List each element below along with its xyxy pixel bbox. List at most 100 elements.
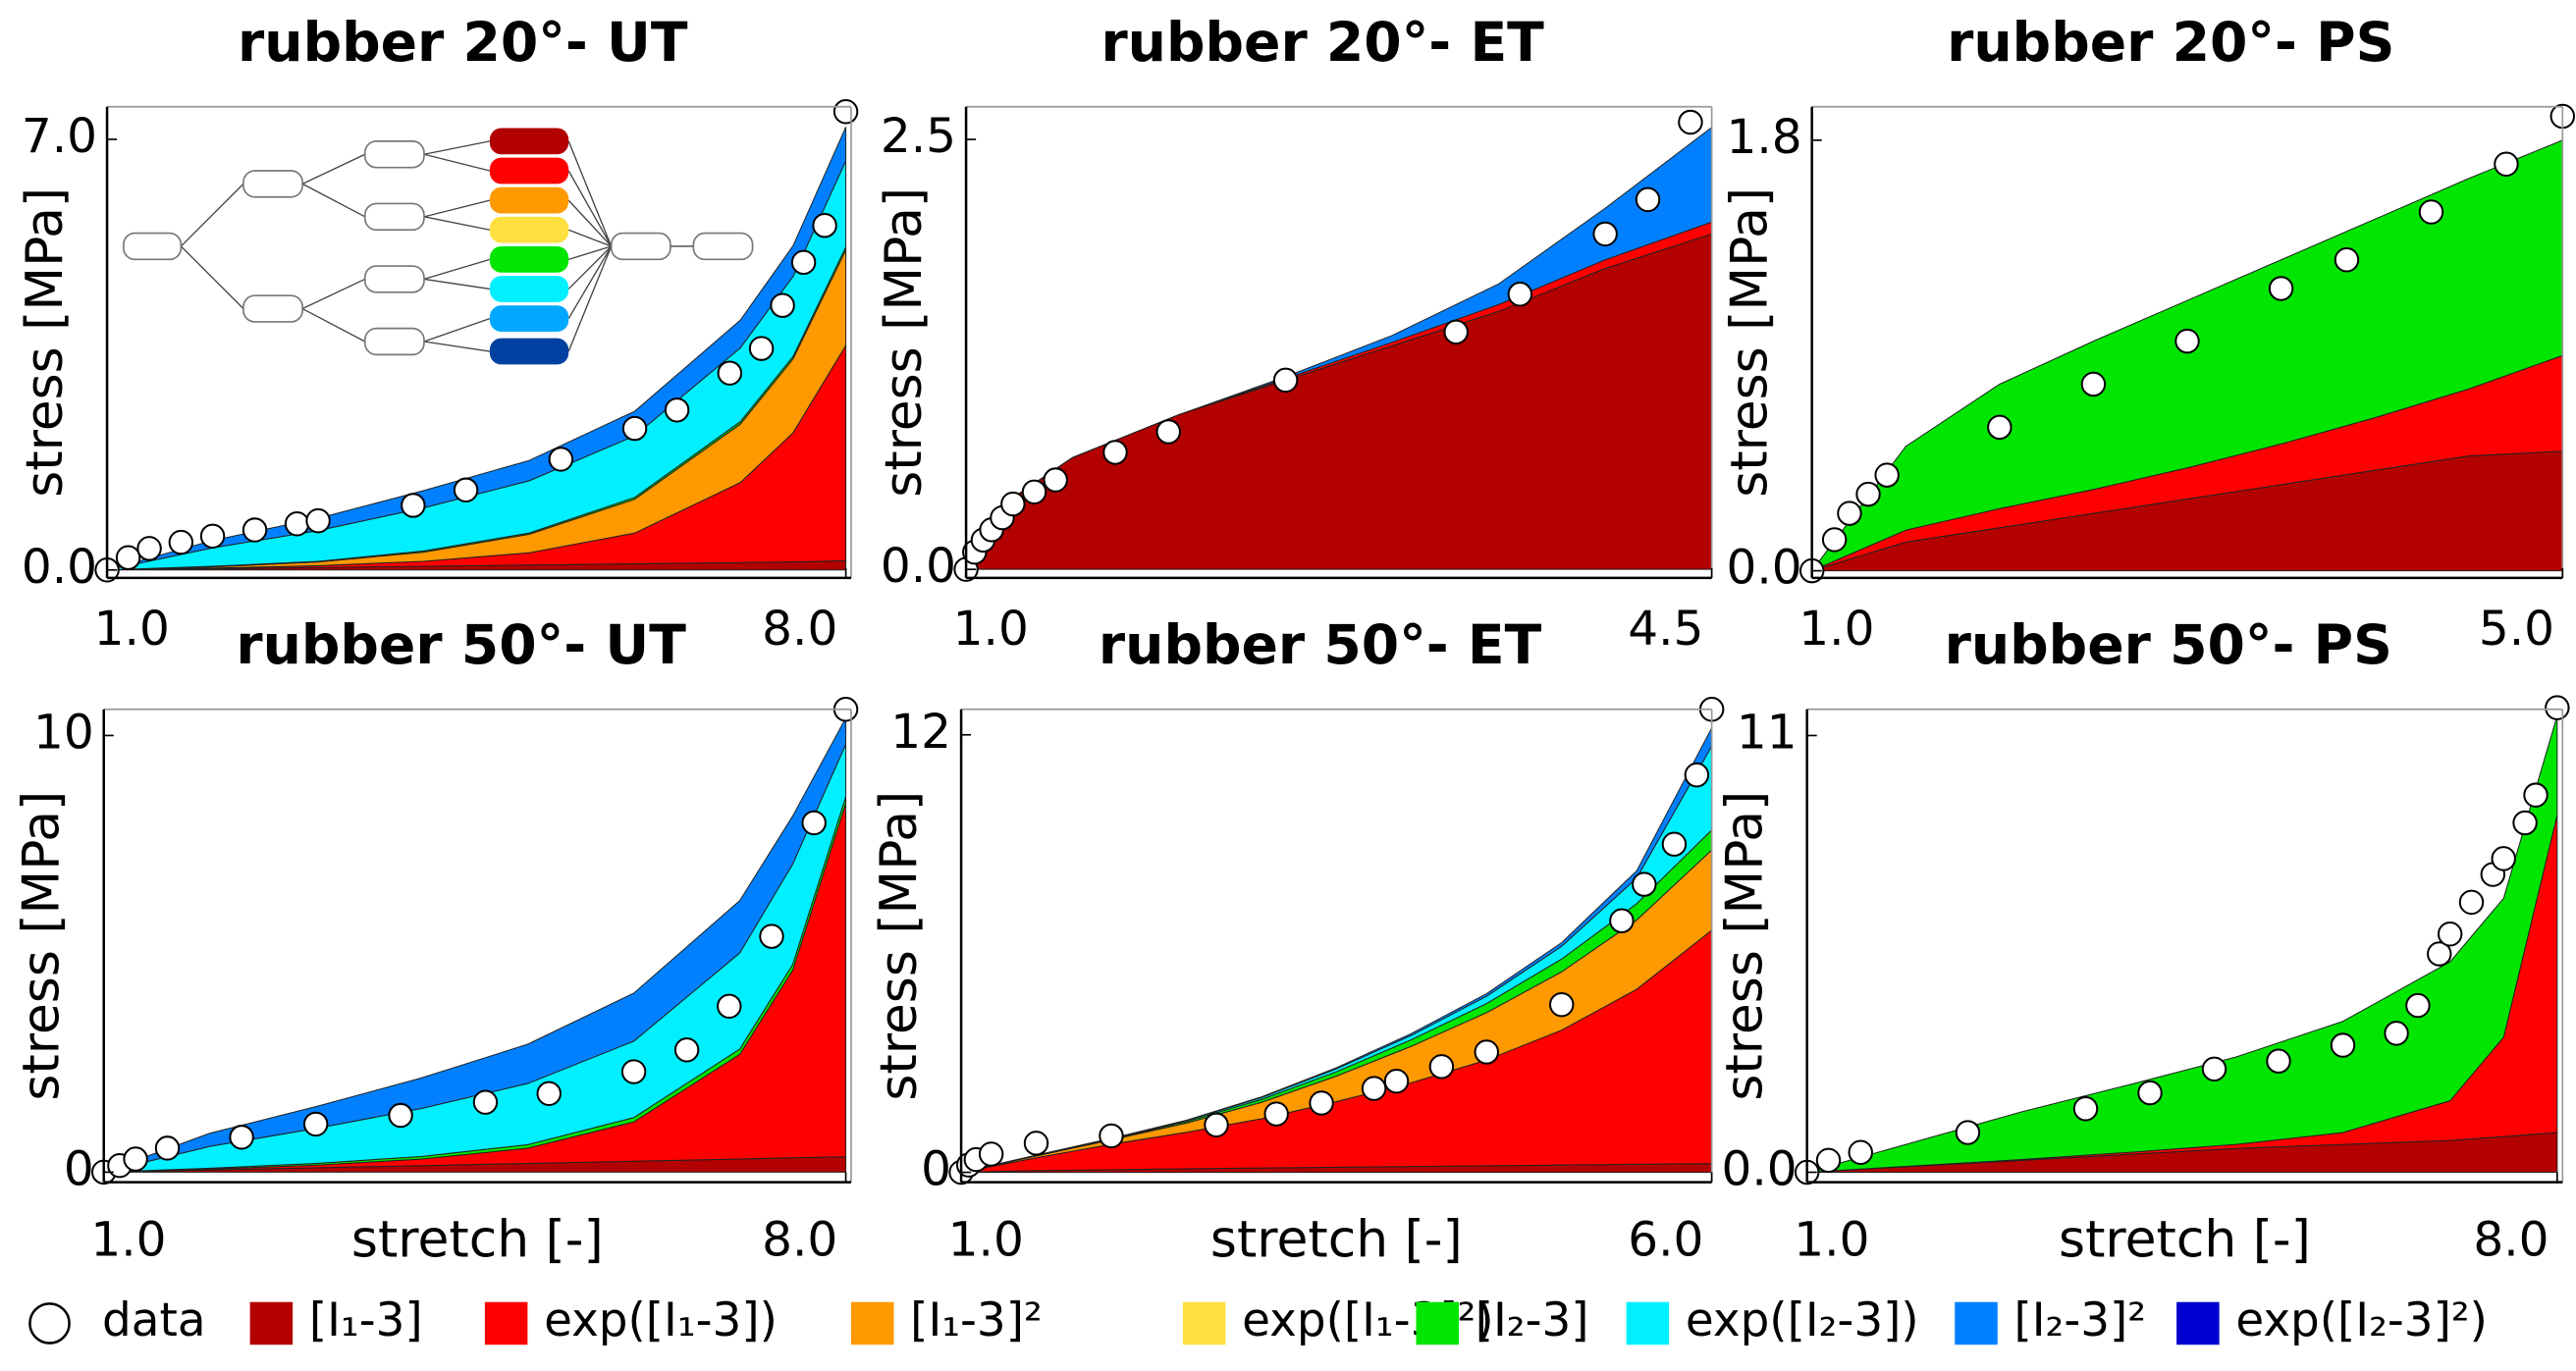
- data-point: [1684, 762, 1710, 788]
- data-point: [1661, 831, 1688, 857]
- data-point: [2405, 992, 2431, 1019]
- data-point: [1549, 991, 1575, 1018]
- y-axis-label: stress [MPa]: [16, 187, 75, 498]
- data-point: [199, 523, 226, 550]
- data-point: [453, 477, 479, 502]
- y-axis-label: stress [MPa]: [870, 791, 929, 1101]
- data-point: [401, 493, 426, 518]
- data-point: [812, 213, 837, 238]
- plot-area: [966, 127, 1712, 570]
- legend-swatch: [1182, 1301, 1226, 1345]
- data-point: [2437, 922, 2463, 947]
- x-tick-label: 1.0: [953, 602, 1029, 657]
- data-point: [1507, 282, 1533, 307]
- legend-swatch: [1416, 1301, 1459, 1345]
- data-point: [302, 1111, 329, 1137]
- area-segment: [961, 727, 1712, 1174]
- data-point: [2545, 695, 2570, 720]
- x-tick-label: 6.0: [1628, 1213, 1703, 1268]
- legend-swatch: [1955, 1301, 1998, 1345]
- data-point: [168, 529, 194, 555]
- y-axis-label: stress [MPa]: [875, 187, 934, 498]
- legend-label: [I₂-3]²: [2013, 1294, 2146, 1347]
- data-point: [1099, 1123, 1124, 1149]
- data-point: [1837, 501, 1862, 526]
- legend-marker: [28, 1302, 71, 1345]
- data-point: [2174, 328, 2200, 354]
- x-tick-label: 1.0: [94, 602, 170, 657]
- data-point: [1263, 1101, 1289, 1127]
- y-axis-label: stress [MPa]: [1715, 791, 1774, 1101]
- y-tick-label: 0: [921, 1142, 951, 1197]
- legend-label: exp([I₂-3]): [1686, 1294, 1919, 1347]
- data-point: [1855, 481, 1881, 507]
- data-point: [1204, 1112, 1229, 1137]
- data-point: [2512, 810, 2538, 836]
- data-point: [1848, 1139, 1873, 1165]
- data-point: [717, 993, 742, 1020]
- legend-swatch: [484, 1301, 528, 1345]
- x-axis-label: stretch [-]: [1210, 1211, 1463, 1270]
- data-point: [2137, 1080, 2163, 1106]
- x-axis-label: stretch [-]: [351, 1211, 604, 1270]
- data-point: [770, 292, 795, 318]
- y-tick-label: 10: [33, 705, 94, 760]
- data-point: [1955, 1120, 1981, 1145]
- legend-swatch: [2176, 1301, 2220, 1345]
- data-point: [1815, 1147, 1842, 1174]
- data-point: [472, 1089, 499, 1115]
- data-point: [123, 1146, 148, 1172]
- y-tick-label: 11: [1737, 705, 1798, 760]
- x-tick-label: 1.0: [1794, 1213, 1869, 1268]
- y-axis-label: stress [MPa]: [12, 791, 71, 1101]
- data-point: [2491, 846, 2516, 871]
- data-point: [548, 447, 574, 472]
- y-axis-label: stress [MPa]: [1720, 187, 1779, 498]
- data-point: [154, 1135, 181, 1161]
- panel-title: rubber 50°- ET: [1099, 614, 1542, 677]
- y-tick-label: 12: [890, 705, 951, 760]
- legend-label: exp([I₂-3]²): [2235, 1294, 2488, 1347]
- data-point: [1428, 1054, 1455, 1080]
- data-point: [2494, 151, 2519, 177]
- data-point: [1443, 319, 1469, 345]
- data-point: [1474, 1039, 1499, 1065]
- panel-title: rubber 20°- UT: [238, 12, 688, 75]
- legend-label: exp([I₁-3]): [544, 1294, 778, 1347]
- x-tick-label: 5.0: [2479, 602, 2554, 657]
- data-point: [1821, 527, 1848, 553]
- data-point: [1383, 1068, 1410, 1094]
- data-point: [2523, 782, 2549, 808]
- data-point: [1021, 479, 1047, 505]
- legend-label: data: [102, 1294, 205, 1347]
- panel-title: rubber 20°- ET: [1100, 12, 1544, 75]
- data-point: [621, 415, 648, 442]
- data-point: [978, 1141, 1004, 1167]
- legend-swatch: [1626, 1301, 1670, 1345]
- network-inset: [122, 128, 754, 365]
- plot-area: [1806, 715, 2558, 1173]
- panel-title: rubber 50°- UT: [236, 614, 686, 677]
- data-point: [242, 517, 268, 543]
- x-tick-label: 8.0: [762, 1213, 837, 1268]
- data-point: [790, 249, 817, 276]
- y-tick-label: 2.5: [881, 109, 956, 164]
- data-point: [2266, 1048, 2291, 1074]
- x-tick-label: 8.0: [762, 602, 837, 657]
- data-point: [673, 1037, 700, 1063]
- data-point: [1309, 1090, 1334, 1116]
- data-point: [1361, 1076, 1387, 1101]
- y-tick-label: 0.0: [1722, 1141, 1798, 1196]
- data-point: [2268, 276, 2294, 301]
- data-point: [2427, 941, 2452, 967]
- data-point: [2080, 371, 2107, 397]
- area-segment: [966, 233, 1712, 570]
- y-tick-label: 0.0: [22, 540, 97, 595]
- data-point: [2384, 1021, 2409, 1046]
- data-point: [620, 1059, 647, 1084]
- data-point: [2418, 199, 2444, 225]
- data-point: [1635, 186, 1661, 213]
- data-point: [2334, 247, 2360, 273]
- data-point: [1987, 414, 2012, 441]
- plot-area: [107, 127, 847, 571]
